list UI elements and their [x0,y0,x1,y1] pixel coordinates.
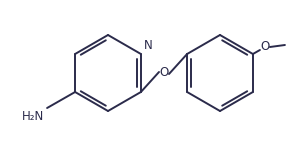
Text: N: N [144,39,153,52]
Text: O: O [260,40,270,53]
Text: H₂N: H₂N [22,110,44,123]
Text: O: O [159,66,169,80]
